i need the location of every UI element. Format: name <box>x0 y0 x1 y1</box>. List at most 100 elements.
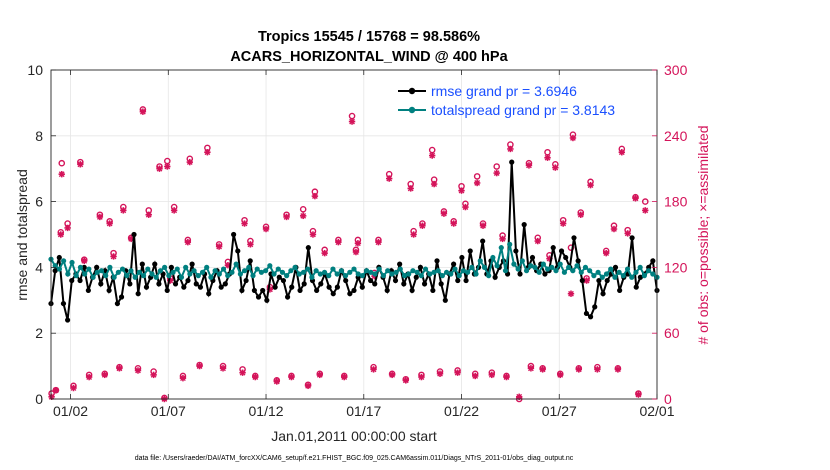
rmse-point <box>60 300 67 307</box>
totalspread-point <box>115 269 121 275</box>
obs-assimilated-marker <box>539 366 546 373</box>
totalspread-point <box>103 273 109 279</box>
rmse-line <box>50 162 658 321</box>
obs-assimilated-marker <box>139 108 147 115</box>
rmse-point <box>243 277 249 284</box>
obs-assimilated-marker <box>186 158 193 166</box>
obs-assimilated-stroke <box>534 238 541 244</box>
totalspread-point <box>77 264 84 270</box>
obs-assimilated-stroke <box>583 277 590 284</box>
obs-assimilated-marker <box>385 175 393 182</box>
obs-assimilated-stroke <box>341 374 348 380</box>
totalspread-point <box>608 266 614 272</box>
rmse-point <box>193 281 199 287</box>
obs-assimilated-marker <box>120 207 127 214</box>
rmse-point <box>152 261 158 267</box>
rmse-point <box>434 258 440 264</box>
obs-possible-marker <box>58 159 66 167</box>
obs-assimilated-marker <box>262 225 270 233</box>
totalspread-point <box>216 271 222 277</box>
y-tick-label: 8 <box>35 128 43 144</box>
rmse-point <box>480 238 486 244</box>
totalspread-point <box>275 266 281 272</box>
rmse-point <box>467 248 473 254</box>
rmse-point <box>492 274 498 280</box>
obs-assimilated-stroke <box>539 366 546 373</box>
totalspread-point <box>195 273 201 279</box>
rmse-point <box>596 277 602 284</box>
obs-assimilated-marker <box>618 149 626 156</box>
totalspread-point <box>284 273 290 279</box>
rmse-point <box>56 254 62 261</box>
obs-assimilated-marker <box>436 370 444 377</box>
obs-assimilated-stroke <box>450 220 457 227</box>
legend-rmse-text: rmse grand pr = 3.6946 <box>431 83 577 99</box>
rmse-point <box>284 294 291 300</box>
obs-assimilated-marker <box>252 373 259 381</box>
rmse-point <box>413 274 419 280</box>
obs-assimilated-stroke <box>499 235 506 242</box>
rmse-point <box>139 261 145 267</box>
rmse-point <box>251 287 257 294</box>
obs-assimilated-marker <box>196 362 203 370</box>
rmse-point <box>276 274 282 280</box>
rmse-point <box>181 284 187 290</box>
obs-possible-marker <box>348 112 356 120</box>
obs-assimilated-stroke <box>429 152 436 159</box>
rmse-point <box>351 287 357 294</box>
obs-assimilated-marker <box>430 180 438 188</box>
obs-assimilated-marker <box>544 154 551 161</box>
totalspread-point <box>443 269 450 275</box>
obs-assimilated-stroke <box>635 391 642 398</box>
obs-assimilated-stroke <box>220 365 226 372</box>
rmse-point <box>451 261 457 267</box>
totalspread-point <box>515 266 521 272</box>
obs-assimilated-marker <box>428 152 436 159</box>
totalspread-point <box>435 268 441 274</box>
y-axis-label: rmse and totalspread <box>14 169 30 301</box>
obs-assimilated-stroke <box>263 226 269 232</box>
obs-assimilated-stroke <box>570 135 576 141</box>
obs-assimilated-marker <box>52 387 60 394</box>
totalspread-point <box>507 241 513 247</box>
obs-possible-marker <box>299 205 307 213</box>
obs-assimilated-stroke <box>458 187 465 194</box>
totalspread-point <box>69 259 75 266</box>
totalspread-point <box>313 268 319 274</box>
obs-assimilated-stroke <box>389 371 396 378</box>
rmse-point <box>65 317 71 323</box>
plot-area-frame <box>50 69 658 400</box>
rmse-point <box>330 291 336 297</box>
obs-assimilated-marker <box>575 366 583 373</box>
obs-assimilated-stroke <box>110 253 117 260</box>
rmse-point <box>583 310 590 317</box>
obs-possible-marker <box>473 173 481 180</box>
obs-assimilated-stroke <box>81 257 88 264</box>
totalspread-point <box>98 268 105 274</box>
totalspread-point <box>56 266 63 272</box>
obs-assimilated-marker <box>150 371 157 379</box>
totalspread-point <box>427 271 433 277</box>
totalspread-point <box>380 273 387 279</box>
obs-assimilated-stroke <box>603 250 610 257</box>
totalspread-point <box>469 264 475 270</box>
y-tick-label: 10 <box>27 62 43 78</box>
totalspread-point <box>342 273 349 279</box>
totalspread-point <box>557 261 563 267</box>
obs-assimilated-stroke <box>587 182 594 189</box>
totalspread-point <box>414 269 420 275</box>
obs-assimilated-stroke <box>58 171 65 178</box>
obs-assimilated-marker <box>335 238 342 246</box>
obs-assimilated-stroke <box>196 363 203 369</box>
rmse-point <box>401 281 407 287</box>
obs-assimilated-stroke <box>526 162 532 169</box>
obs-assimilated-marker <box>215 243 223 250</box>
obs-assimilated-stroke <box>288 374 295 380</box>
obs-assimilated-marker <box>170 207 178 214</box>
rmse-point <box>143 284 150 290</box>
totalspread-point <box>364 268 370 274</box>
obs-assimilated-stroke <box>120 207 127 214</box>
rmse-point <box>617 287 623 294</box>
obs-assimilated-marker <box>493 169 500 177</box>
rmse-point <box>164 287 170 294</box>
